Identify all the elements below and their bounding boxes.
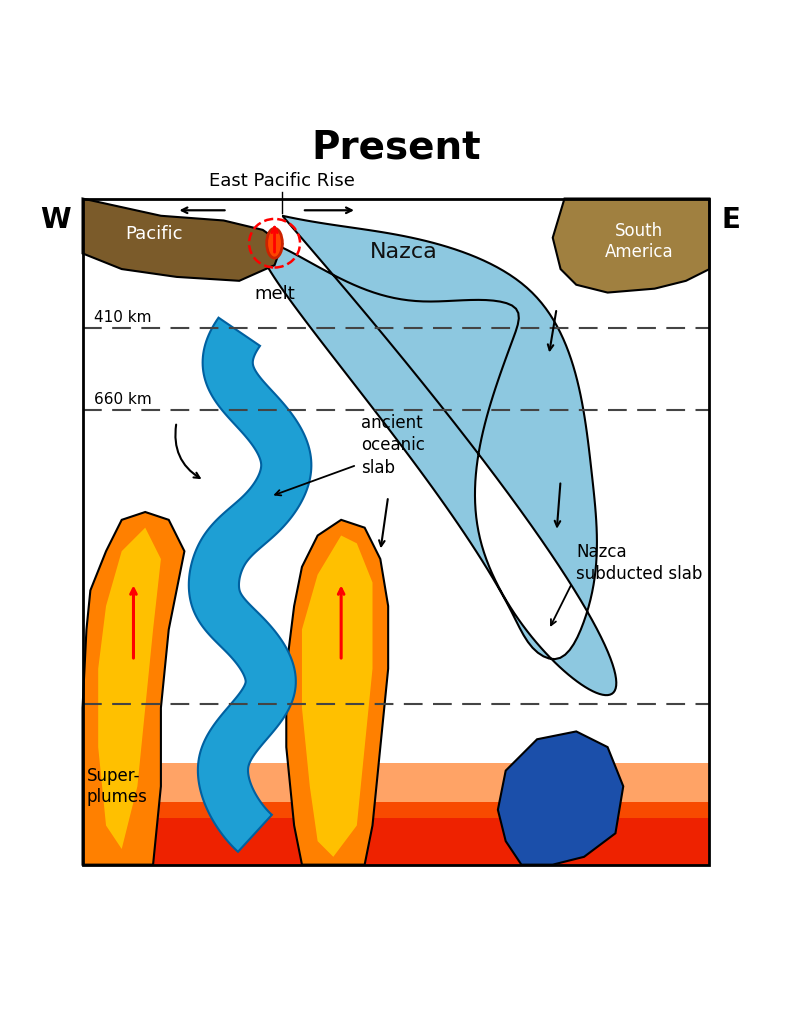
Polygon shape [498,731,623,864]
Text: South
America: South America [604,222,673,261]
Polygon shape [82,199,283,281]
Text: Super-
plumes: Super- plumes [86,767,147,806]
Polygon shape [82,763,710,817]
Polygon shape [82,512,185,864]
Polygon shape [553,199,710,293]
Text: ancient
oceanic
slab: ancient oceanic slab [360,414,425,476]
Text: Nazca
subducted slab: Nazca subducted slab [577,543,703,583]
Text: melt: melt [254,285,295,303]
Ellipse shape [267,228,283,258]
Text: 410 km: 410 km [94,310,152,326]
Polygon shape [82,802,710,864]
Polygon shape [286,520,388,864]
Text: Present: Present [311,129,481,167]
Text: E: E [722,207,740,234]
Text: East Pacific Rise: East Pacific Rise [209,172,356,190]
Bar [82,199,710,864]
Text: W: W [40,207,70,234]
Text: Nazca: Nazca [370,242,438,262]
Text: Pacific: Pacific [126,225,183,243]
Text: 660 km: 660 km [94,392,152,408]
Polygon shape [188,317,311,852]
Polygon shape [302,536,372,857]
Polygon shape [98,527,161,849]
Polygon shape [260,216,616,695]
